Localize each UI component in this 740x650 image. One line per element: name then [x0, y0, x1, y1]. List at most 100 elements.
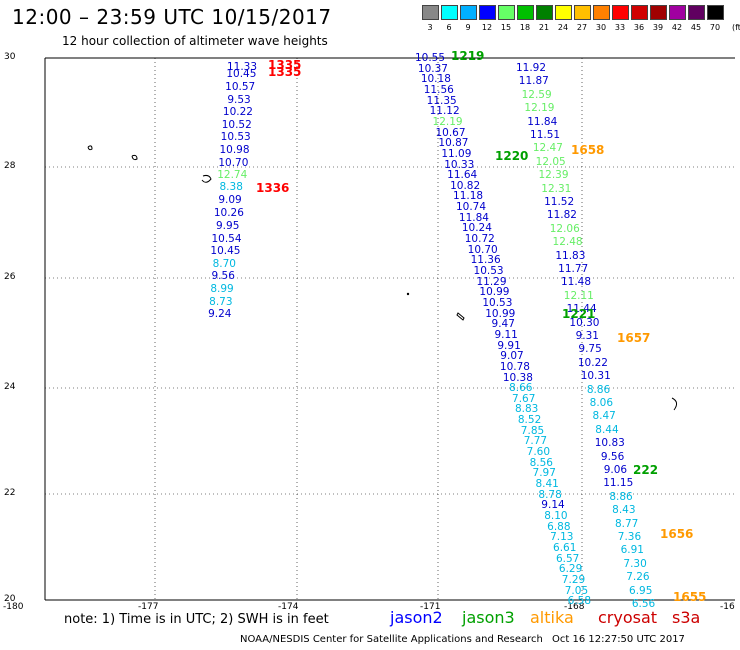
lon-tick-label: -171 — [420, 602, 441, 612]
pass-time-label: 1220 — [495, 149, 529, 163]
swh-value: 9.11 — [494, 328, 518, 341]
swh-value: 11.56 — [423, 83, 454, 96]
swh-value: 10.78 — [499, 360, 530, 373]
swh-value: 10.83 — [594, 437, 625, 450]
swh-value: 8.52 — [517, 414, 542, 427]
legend-label: 30 — [595, 23, 607, 32]
legend-swatch — [555, 5, 572, 20]
swh-value: 9.95 — [215, 220, 240, 232]
swh-value: 9.75 — [578, 343, 602, 356]
legend-swatch — [517, 5, 534, 20]
legend-label: 42 — [671, 23, 683, 32]
legend-swatch — [669, 5, 686, 20]
swh-value: 8.70 — [212, 258, 236, 270]
swh-value: 8.73 — [209, 296, 233, 308]
swh-value: 8.38 — [219, 181, 243, 193]
legend-label: 12 — [481, 23, 493, 32]
legend-swatch — [574, 5, 591, 20]
swh-value: 11.44 — [566, 303, 597, 316]
legend-label: 15 — [500, 23, 512, 32]
swh-value: 10.67 — [435, 126, 466, 139]
credit-line: NOAA/NESDIS Center for Satellite Applica… — [240, 634, 543, 645]
island-shape — [456, 312, 465, 321]
swh-value: 11.33 — [226, 61, 258, 73]
swh-value: 12.74 — [217, 169, 248, 181]
legend-label: 6 — [446, 23, 452, 32]
swh-value: 8.41 — [535, 478, 559, 490]
swh-value: 10.98 — [219, 144, 250, 156]
swh-value: 11.09 — [441, 147, 472, 160]
lon-tick-label: -16 — [720, 602, 735, 612]
swh-value: 10.70 — [467, 243, 498, 256]
swh-value: 10.72 — [464, 233, 495, 246]
pass-time-label: 1221 — [562, 307, 596, 321]
swh-value: 10.30 — [569, 316, 600, 329]
swh-value: 8.86 — [586, 383, 611, 396]
footer-note: note: 1) Time is in UTC; 2) SWH is in fe… — [64, 612, 329, 627]
swh-value: 8.06 — [589, 397, 614, 409]
swh-value: 6.29 — [558, 563, 583, 576]
legend-label: 39 — [652, 23, 664, 32]
swh-value: 10.57 — [225, 81, 256, 93]
swh-value: 9.53 — [227, 94, 251, 106]
legend-unit: (ft) — [731, 23, 740, 32]
swh-value: 10.82 — [450, 179, 481, 192]
swh-value: 7.77 — [523, 435, 548, 448]
swh-value: 11.36 — [470, 254, 501, 267]
swh-value: 11.29 — [476, 275, 507, 288]
island-shape — [131, 154, 138, 161]
lon-tick-label: -168 — [564, 602, 585, 612]
swh-value: 10.33 — [444, 158, 475, 171]
satellite-label: jason3 — [462, 608, 515, 627]
swh-value: 10.99 — [479, 286, 510, 299]
swh-value: 10.53 — [220, 131, 251, 143]
legend-swatch — [707, 5, 724, 20]
swh-value: 10.52 — [221, 119, 252, 131]
swh-value: 7.29 — [561, 573, 586, 586]
swh-value: 10.22 — [577, 356, 608, 369]
swh-value: 10.22 — [222, 106, 253, 118]
swh-value: 11.84 — [527, 115, 558, 128]
legend-swatch — [460, 5, 477, 20]
swh-value: 7.60 — [526, 446, 551, 459]
swh-value: 10.53 — [482, 296, 513, 309]
legend-label: 27 — [576, 23, 588, 32]
swh-value: 7.26 — [626, 571, 650, 584]
swh-value: 10.70 — [218, 157, 249, 169]
swh-value: 10.37 — [417, 62, 448, 75]
swh-value: 7.30 — [623, 557, 647, 570]
legend-swatch — [441, 5, 458, 20]
legend-label: 36 — [633, 23, 645, 32]
swh-value: 6.91 — [620, 544, 644, 557]
swh-value: 11.51 — [530, 129, 561, 141]
lat-tick-label: 24 — [4, 382, 16, 392]
swh-value: 12.47 — [532, 142, 563, 155]
lon-tick-label: -180 — [3, 602, 24, 612]
swh-value: 9.47 — [491, 318, 515, 331]
pass-time-label: 1655 — [673, 590, 707, 604]
swh-value: 11.48 — [560, 276, 592, 289]
lon-tick-label: -174 — [278, 602, 299, 612]
swh-value: 9.56 — [600, 450, 625, 463]
island-shape — [671, 397, 678, 411]
pass-time-label: 1219 — [451, 49, 485, 63]
swh-value: 6.56 — [631, 598, 656, 610]
legend-label: 45 — [690, 23, 702, 32]
pass-time-label: 1657 — [617, 331, 651, 345]
swh-value: 10.53 — [473, 265, 504, 277]
swh-value: 11.83 — [555, 249, 586, 262]
legend-label: 3 — [427, 23, 433, 32]
legend-swatch — [650, 5, 667, 20]
swh-value: 11.52 — [544, 196, 575, 208]
swh-value: 7.36 — [617, 531, 642, 543]
swh-value: 9.09 — [218, 194, 242, 206]
swh-value: 12.05 — [535, 155, 566, 168]
island-shape — [406, 292, 410, 296]
legend-swatch — [422, 5, 439, 20]
swh-value: 8.10 — [544, 509, 568, 522]
legend-swatch — [498, 5, 515, 20]
satellite-label: altika — [530, 608, 574, 627]
pass-time-label: 222 — [633, 463, 659, 477]
swh-value: 8.66 — [509, 382, 533, 395]
